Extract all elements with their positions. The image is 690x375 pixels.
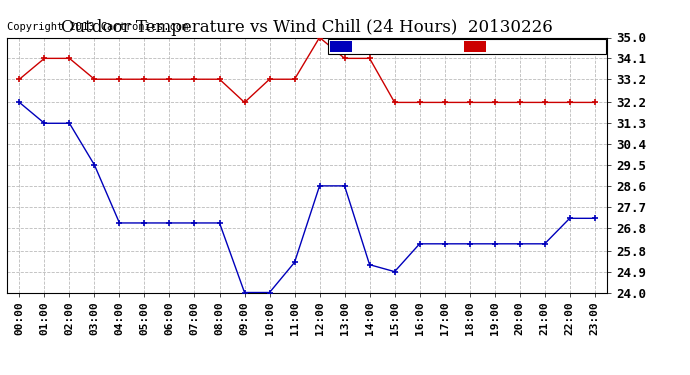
Legend: Wind Chill  (°F), Temperature  (°F): Wind Chill (°F), Temperature (°F) <box>328 39 606 54</box>
Title: Outdoor Temperature vs Wind Chill (24 Hours)  20130226: Outdoor Temperature vs Wind Chill (24 Ho… <box>61 19 553 36</box>
Text: Copyright 2013 Cartronics.com: Copyright 2013 Cartronics.com <box>7 22 188 32</box>
